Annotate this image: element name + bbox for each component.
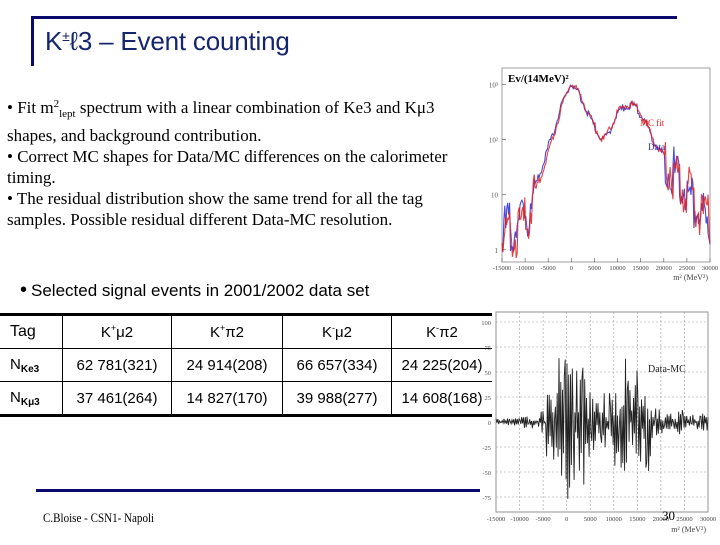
svg-text:10³: 10³ bbox=[489, 82, 498, 90]
svg-text:0: 0 bbox=[570, 265, 573, 272]
bullet-list: • Fit m2lept spectrum with a linear comb… bbox=[7, 94, 467, 230]
title-left-rule bbox=[31, 16, 34, 66]
plot-frame bbox=[495, 311, 709, 513]
footer-author: C.Bloise - CSN1- Napoli bbox=[43, 510, 155, 525]
svg-text:5000: 5000 bbox=[588, 265, 601, 272]
bullet-fit-sup: 2 bbox=[53, 98, 60, 110]
svg-text:25000: 25000 bbox=[679, 265, 695, 272]
footer-rule bbox=[36, 489, 480, 492]
title-sup: ± bbox=[62, 28, 70, 44]
table-cell: 37 461(264) bbox=[62, 381, 172, 417]
svg-text:MC fit: MC fit bbox=[640, 118, 665, 128]
bullet-fit-pre: • Fit m bbox=[7, 98, 54, 117]
svg-text:Data: Data bbox=[648, 142, 665, 152]
svg-text:50: 50 bbox=[485, 370, 492, 377]
header-tag: Tag bbox=[0, 313, 63, 349]
table-row: NKμ3 37 461(264) 14 827(170) 39 988(277)… bbox=[0, 381, 492, 417]
svg-text:25: 25 bbox=[485, 395, 492, 402]
svg-text:20000: 20000 bbox=[656, 265, 672, 272]
svg-text:-10000: -10000 bbox=[516, 265, 534, 272]
svg-text:30000: 30000 bbox=[700, 516, 716, 523]
svg-text:-10000: -10000 bbox=[510, 516, 528, 523]
header-col: K+π2 bbox=[171, 313, 283, 349]
title-rest: ℓ3 – Event counting bbox=[69, 26, 290, 56]
title-top-rule bbox=[31, 16, 677, 19]
svg-text:m² (MeV²): m² (MeV²) bbox=[673, 273, 708, 282]
bullet-fit: • Fit m2lept spectrum with a linear comb… bbox=[7, 94, 467, 146]
svg-text:15000: 15000 bbox=[633, 265, 649, 272]
bullet-selected-text: Selected signal events in 2001/2002 data… bbox=[31, 281, 370, 300]
slide-title: K±ℓ3 – Event counting bbox=[45, 26, 290, 57]
bullet-fit-sub: lept bbox=[59, 108, 76, 120]
series-mc-fit bbox=[501, 84, 711, 259]
svg-text:-15000: -15000 bbox=[493, 265, 511, 272]
svg-text:-5000: -5000 bbox=[541, 265, 556, 272]
svg-text:m² (MeV²): m² (MeV²) bbox=[671, 525, 706, 534]
svg-text:Data-MC: Data-MC bbox=[648, 364, 686, 375]
page-number: 30 bbox=[662, 508, 675, 523]
table-cell: 24 914(208) bbox=[171, 348, 283, 382]
svg-text:0: 0 bbox=[565, 516, 568, 523]
event-table: Tag K+μ2 K+π2 K-μ2 K-π2 NKe3 62 781(321)… bbox=[0, 313, 492, 417]
header-col: K-π2 bbox=[391, 313, 492, 349]
svg-text:-15000: -15000 bbox=[487, 516, 505, 523]
table-cell: 39 988(277) bbox=[282, 381, 392, 417]
svg-text:100: 100 bbox=[481, 320, 491, 327]
svg-text:0: 0 bbox=[488, 420, 491, 427]
spectrum-plot: 1 10 10² 10³ -15000 -10000 -5000 0 5000 10000 1500… bbox=[470, 62, 720, 284]
svg-text:1: 1 bbox=[495, 247, 499, 255]
title-frame bbox=[31, 16, 677, 66]
bullet-fit-post: spectrum with a linear combination of Ke… bbox=[7, 98, 435, 145]
svg-text:10²: 10² bbox=[489, 137, 498, 145]
bullet-residual: • The residual distribution show the sam… bbox=[7, 189, 423, 229]
residual-chart: -75 -50 -25 0 25 50 75 100 -15000 -10000 -5000 0 500… bbox=[481, 311, 716, 534]
svg-text:10000: 10000 bbox=[609, 265, 625, 272]
svg-text:20000: 20000 bbox=[653, 516, 669, 523]
table-cell: 66 657(334) bbox=[282, 348, 392, 382]
title-prefix: K bbox=[45, 26, 63, 56]
table-header-row: Tag K+μ2 K+π2 K-μ2 K-π2 bbox=[0, 313, 492, 349]
bullet-dot: • bbox=[20, 279, 28, 301]
svg-text:5000: 5000 bbox=[584, 516, 597, 523]
svg-text:Ev/(14MeV)²: Ev/(14MeV)² bbox=[508, 73, 569, 85]
table-cell: 14 608(168) bbox=[391, 381, 492, 417]
svg-text:-75: -75 bbox=[482, 495, 491, 502]
header-col: K+μ2 bbox=[62, 313, 172, 349]
bullet-selected: • Selected signal events in 2001/2002 dat… bbox=[20, 279, 369, 302]
svg-text:10: 10 bbox=[491, 192, 499, 200]
residual-plot: -75 -50 -25 0 25 50 75 100 -15000 -10000 -5000 0 500… bbox=[470, 300, 720, 540]
svg-text:-5000: -5000 bbox=[536, 516, 551, 523]
table-cell: 14 827(170) bbox=[171, 381, 283, 417]
svg-text:-25: -25 bbox=[482, 445, 491, 452]
table-cell: 62 781(321) bbox=[62, 348, 172, 382]
row-label: NKμ3 bbox=[0, 381, 63, 417]
row-label: NKe3 bbox=[0, 348, 63, 382]
table-cell: 24 225(204) bbox=[391, 348, 492, 382]
svg-text:15000: 15000 bbox=[629, 516, 645, 523]
table-row: NKe3 62 781(321) 24 914(208) 66 657(334)… bbox=[0, 348, 492, 382]
svg-text:30000: 30000 bbox=[702, 265, 718, 272]
svg-text:25000: 25000 bbox=[676, 516, 692, 523]
svg-text:10000: 10000 bbox=[606, 516, 622, 523]
spectrum-chart: 1 10 10² 10³ -15000 -10000 -5000 0 5000 10000 1500… bbox=[489, 67, 718, 282]
series-data-mc bbox=[495, 358, 709, 499]
bullet-correct: • Correct MC shapes for Data/MC differen… bbox=[7, 147, 448, 187]
header-col: K-μ2 bbox=[282, 313, 392, 349]
svg-text:-50: -50 bbox=[482, 470, 491, 477]
svg-text:75: 75 bbox=[485, 345, 492, 352]
